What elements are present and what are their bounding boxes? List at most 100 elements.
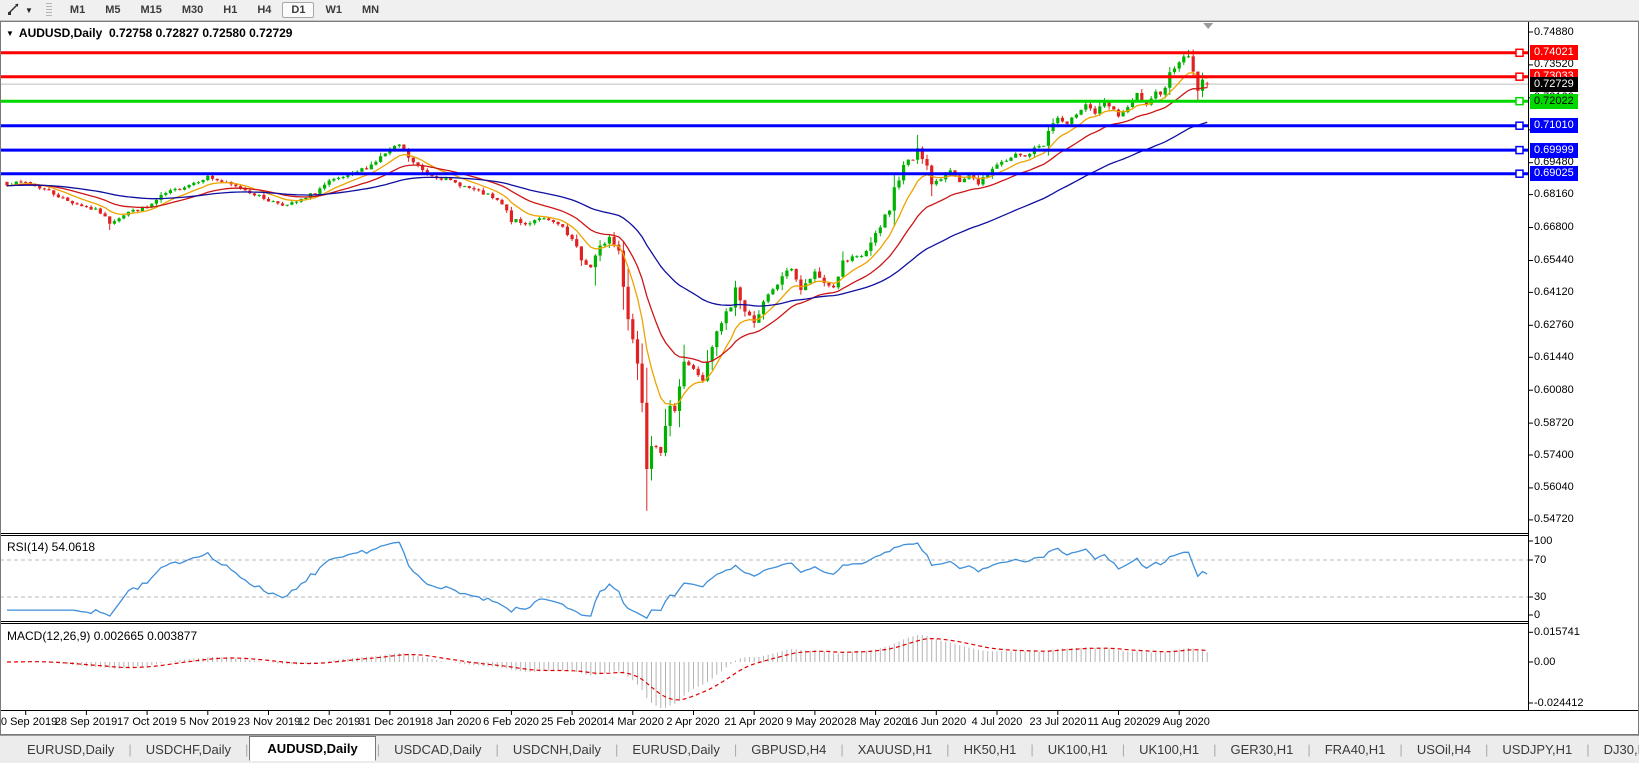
- draw-tool-button[interactable]: ▼: [4, 0, 40, 21]
- rsi-axis-label: 0: [1534, 609, 1541, 621]
- x-axis-label: 9 May 2020: [786, 716, 844, 728]
- price-axis-tick: 0.61440: [1534, 351, 1574, 363]
- tab-hk50-h1[interactable]: HK50,H1: [963, 742, 1017, 757]
- tab-ger30-h1[interactable]: GER30,H1: [1230, 742, 1294, 757]
- x-axis-label: 28 May 2020: [844, 716, 908, 728]
- tab-separator: |: [128, 742, 132, 757]
- tab-separator: |: [376, 742, 381, 757]
- price-axis-tick: 0.54720: [1534, 513, 1574, 525]
- tab-uk100-h1[interactable]: UK100,H1: [1139, 742, 1200, 757]
- tab-usoil-h4[interactable]: USOil,H4: [1416, 742, 1471, 757]
- tab-separator: |: [1121, 742, 1126, 757]
- x-axis-label: 4 Jul 2020: [971, 716, 1023, 728]
- timeframe-button-mn[interactable]: MN: [361, 4, 380, 16]
- price-axis-tick: 0.69480: [1534, 156, 1574, 168]
- tab-separator: |: [1030, 742, 1034, 757]
- chart-tab-bar: EURUSD,Daily | USDCHF,Daily | AUDUSD,Daily | U…: [0, 735, 1639, 763]
- x-axis-label: 18 Jan 2020: [420, 716, 482, 728]
- x-axis-label: 5 Nov 2019: [179, 716, 237, 728]
- toolbar-grip[interactable]: [45, 2, 52, 18]
- tab-fra40-h1[interactable]: FRA40,H1: [1324, 742, 1386, 757]
- tab-audusd-daily[interactable]: AUDUSD,Daily: [249, 736, 376, 761]
- price-axis-tick: 0.62760: [1534, 319, 1574, 331]
- x-axis-label: 23 Jul 2020: [1029, 716, 1087, 728]
- price-axis-tick: 0.68160: [1534, 188, 1574, 200]
- top-toolbar: ▼ M1 M5 M15 M30 H1 H4 D1 W1 MN: [0, 0, 1639, 21]
- x-axis-label: 25 Feb 2020: [541, 716, 603, 728]
- x-axis-label: 16 Jun 2020: [905, 716, 967, 728]
- timeframe-button-h1[interactable]: H1: [223, 4, 238, 16]
- rsi-axis-label: 30: [1534, 591, 1547, 603]
- x-axis-label: 6 Feb 2020: [483, 716, 539, 728]
- chart-symbol: AUDUSD,Daily: [18, 26, 103, 40]
- tab-gbpusd-h4[interactable]: GBPUSD,H4: [751, 742, 827, 757]
- price-level-label: 0.71010: [1530, 118, 1578, 133]
- chart-ohlc: 0.72758 0.72827 0.72580 0.72729: [108, 26, 293, 40]
- x-axis-label: 17 Oct 2019: [117, 716, 177, 728]
- x-axis-label: 14 Mar 2020: [602, 716, 664, 728]
- price-axis-tick: 0.60080: [1534, 384, 1574, 396]
- rsi-label: RSI(14) 54.0618: [7, 540, 96, 554]
- tab-usdcad-daily[interactable]: USDCAD,Daily: [394, 742, 482, 757]
- tab-separator: |: [1213, 742, 1217, 757]
- tab-separator: |: [1485, 742, 1489, 757]
- price-level-label: 0.69999: [1530, 143, 1578, 158]
- price-axis-tick: 0.74880: [1534, 26, 1574, 38]
- chevron-down-icon: ▼: [25, 5, 33, 15]
- macd-axis-label: 0.015741: [1534, 626, 1580, 638]
- macd-axis-label: 0.00: [1534, 656, 1556, 668]
- tab-separator: |: [615, 742, 619, 757]
- price-level-label: 0.69025: [1530, 166, 1578, 181]
- rsi-axis-label: 100: [1534, 535, 1553, 547]
- timeframe-button-m15[interactable]: M15: [140, 4, 162, 16]
- price-axis-tick: 0.73520: [1534, 58, 1574, 70]
- timeframe-button-h4[interactable]: H4: [257, 4, 272, 16]
- tab-eurusd-daily[interactable]: EURUSD,Daily: [632, 742, 720, 757]
- price-axis-tick: 0.66800: [1534, 221, 1574, 233]
- timeframe-button-d1[interactable]: D1: [282, 2, 315, 18]
- draw-tool-icon: [7, 1, 21, 20]
- x-axis-label: 12 Dec 2019: [297, 716, 361, 728]
- tab-usdchf-daily[interactable]: USDCHF,Daily: [145, 742, 232, 757]
- symbol-dropdown-caret[interactable]: ▼: [6, 29, 14, 38]
- price-axis-tick: 0.57400: [1534, 449, 1574, 461]
- tab-separator: |: [946, 742, 950, 757]
- tab-uk100-h1[interactable]: UK100,H1: [1047, 742, 1108, 757]
- current-price-label: 0.72729: [1530, 77, 1578, 92]
- timeframe-button-m30[interactable]: M30: [181, 4, 204, 16]
- tab-separator: |: [840, 742, 844, 757]
- tab-separator: |: [1307, 742, 1311, 757]
- tab-separator: |: [733, 742, 738, 757]
- timeframe-button-m1[interactable]: M1: [69, 4, 86, 16]
- timeframe-button-w1[interactable]: W1: [325, 4, 342, 16]
- price-axis-tick: 0.56040: [1534, 481, 1574, 493]
- price-level-label: 0.72022: [1530, 94, 1578, 109]
- tab-separator: |: [1399, 742, 1403, 757]
- tab-usdjpy-h1[interactable]: USDJPY,H1: [1502, 742, 1573, 757]
- price-axis-tick: 0.58720: [1534, 417, 1574, 429]
- macd-label: MACD(12,26,9) 0.002665 0.003877: [7, 629, 198, 643]
- tab-xauusd-h1[interactable]: XAUUSD,H1: [857, 742, 933, 757]
- x-axis-label: 28 Sep 2019: [54, 716, 118, 728]
- price-axis-tick: 0.64120: [1534, 286, 1574, 298]
- chart-title: ▼ AUDUSD,Daily 0.72758 0.72827 0.72580 0.…: [6, 26, 292, 40]
- price-level-label: 0.74021: [1530, 45, 1578, 60]
- x-axis-label: 2 Apr 2020: [666, 716, 720, 728]
- macd-axis-label: -0.024412: [1534, 697, 1584, 709]
- tab-eurusd-daily[interactable]: EURUSD,Daily: [27, 742, 115, 757]
- x-axis-label: 21 Apr 2020: [724, 716, 784, 728]
- price-axis-tick: 0.65440: [1534, 254, 1574, 266]
- tab-usdcnh-daily[interactable]: USDCNH,Daily: [512, 742, 602, 757]
- tab-separator: |: [245, 742, 249, 757]
- timeframe-toolbar: M1 M5 M15 M30 H1 H4 D1 W1 MN: [60, 2, 389, 18]
- rsi-axis-label: 70: [1534, 554, 1547, 566]
- tab-dj30-daily[interactable]: DJ30,Daily: [1603, 742, 1639, 757]
- x-axis-label: 29 Aug 2020: [1148, 716, 1210, 728]
- x-axis-label: 10 Sep 2019: [0, 716, 58, 728]
- x-axis-label: 11 Aug 2020: [1087, 716, 1149, 728]
- x-axis-label: 23 Nov 2019: [237, 716, 301, 728]
- timeframe-button-m5[interactable]: M5: [105, 4, 121, 16]
- tab-separator: |: [1586, 742, 1590, 757]
